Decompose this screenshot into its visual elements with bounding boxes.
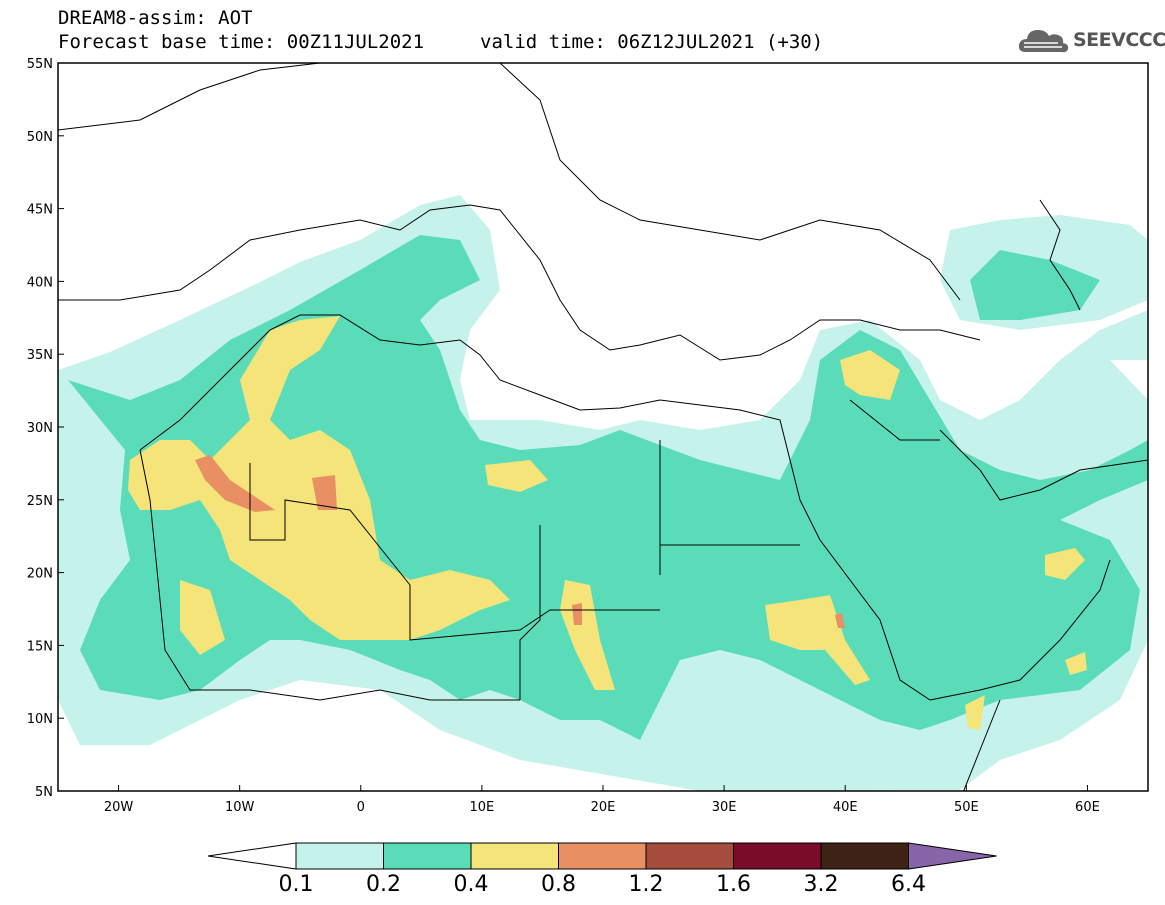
lat-label: 50N: [27, 130, 53, 145]
lat-label: 20N: [27, 567, 53, 582]
contour-0-4c: [485, 460, 548, 492]
colorbar-segment: [645, 842, 734, 870]
colorbar-label: 0.1: [278, 872, 314, 897]
logo-text: SEEVCCC: [1073, 29, 1165, 51]
contour-0-2b: [970, 250, 1100, 320]
colorbar-label: 1.2: [628, 872, 664, 897]
contour-0-4b: [180, 580, 225, 655]
coastlines: [58, 63, 1148, 791]
lat-label: 35N: [27, 348, 53, 363]
colorbar-segment: [295, 842, 384, 870]
contour-0-8b: [312, 475, 337, 510]
longitude-axis: 20W 10W 0 10E 20E 30E 40E 50E 60E: [104, 785, 1100, 815]
seevccc-logo: SEEVCCC: [1018, 26, 1165, 56]
colorbar-segment: [733, 842, 822, 870]
lon-label: 40E: [833, 800, 858, 815]
colorbar-label: 0.2: [366, 872, 401, 897]
lat-label: 30N: [27, 421, 53, 436]
lat-label: 40N: [27, 275, 53, 290]
colorbar: [207, 842, 997, 870]
contour-0-4i: [965, 695, 985, 730]
contour-0-8d: [835, 613, 845, 628]
contour-0-4e: [765, 595, 870, 685]
lat-label: 25N: [27, 494, 53, 509]
product-title: DREAM8-assim: AOT: [58, 7, 253, 29]
colorbar-segment: [470, 842, 559, 870]
colorbar-label: 3.2: [803, 872, 839, 897]
colorbar-label: 1.6: [716, 872, 751, 897]
contour-0-4h: [1065, 652, 1087, 675]
colorbar-segment: [383, 842, 472, 870]
lat-label: 5N: [35, 785, 53, 800]
colorbar-under-triangle: [207, 842, 297, 870]
lon-label: 10W: [225, 800, 255, 815]
colorbar-segment: [558, 842, 647, 870]
contour-0-4f: [840, 350, 900, 400]
lat-label: 10N: [27, 712, 53, 727]
contour-0-8c: [572, 603, 582, 625]
colorbar-segment: [820, 842, 909, 870]
contour-0-4g: [1045, 548, 1085, 580]
valid-time: valid time: 06Z12JUL2021 (+30): [480, 31, 824, 53]
lon-label: 50E: [954, 800, 979, 815]
colorbar-label: 0.8: [541, 872, 576, 897]
cloud-icon: [1018, 30, 1069, 53]
latitude-axis: 55N 50N 45N 40N 35N 30N 25N 20N 15N 10N 5N: [27, 57, 64, 800]
lat-label: 55N: [27, 57, 53, 72]
forecast-base-time: Forecast base time: 00Z11JUL2021: [58, 31, 425, 53]
lat-label: 45N: [27, 203, 53, 218]
lon-label: 60E: [1075, 800, 1100, 815]
colorbar-label: 0.4: [453, 872, 489, 897]
colorbar-over-triangle: [908, 842, 997, 870]
lon-label: 10E: [470, 800, 495, 815]
lon-label: 30E: [712, 800, 737, 815]
contour-0-8: [195, 455, 275, 512]
lon-label: 0: [357, 800, 365, 815]
lon-label: 20W: [104, 800, 134, 815]
colorbar-label: 6.4: [891, 872, 926, 897]
aot-field: [58, 195, 1148, 791]
lon-label: 20E: [591, 800, 616, 815]
lat-label: 15N: [27, 639, 53, 654]
